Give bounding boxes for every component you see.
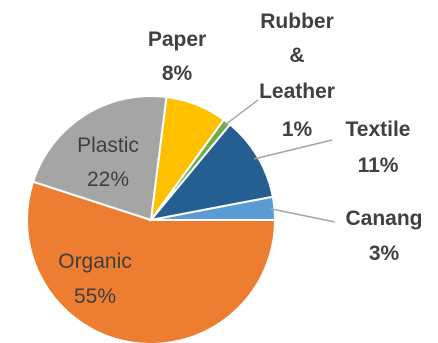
slice-canang [150, 195, 277, 221]
slice-label-paper: Paper [148, 28, 206, 51]
slice-label-rubber-leather-line1: Rubber [260, 10, 334, 33]
slice-organic [26, 180, 277, 343]
slice-pct-rubber-leather: 1% [282, 118, 313, 141]
pie-slices [26, 95, 277, 343]
slice-pct-textile: 11% [358, 154, 399, 177]
slice-label-rubber-leather-line2: & [289, 44, 304, 67]
leader-lines [224, 99, 336, 223]
slice-pct-canang: 3% [369, 242, 400, 265]
slice-plastic [31, 95, 168, 222]
slice-label-canang: Canang [345, 207, 422, 230]
slice-label-rubber-leather-line3: Leather [259, 80, 335, 103]
slice-pct-organic: 55% [74, 285, 116, 308]
slice-label-textile: Textile [346, 118, 411, 141]
leader-canang [270, 207, 336, 223]
slice-pct-plastic: 22% [87, 168, 129, 191]
slice-label-plastic: Plastic [77, 134, 139, 157]
slice-label-organic: Organic [58, 250, 132, 273]
leader-textile [254, 139, 333, 160]
slice-pct-paper: 8% [162, 62, 193, 85]
slice-textile [148, 123, 274, 222]
leader-rubber-leather [224, 99, 259, 126]
